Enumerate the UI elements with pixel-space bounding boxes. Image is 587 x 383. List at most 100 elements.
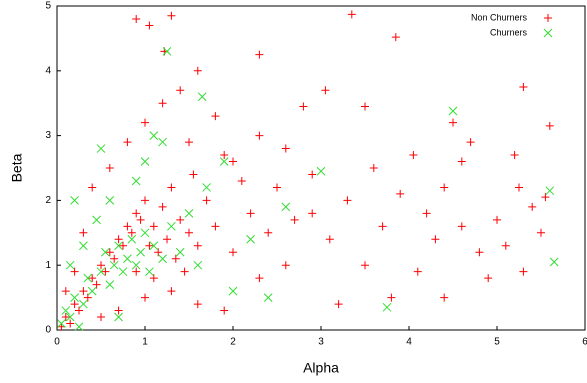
point	[158, 137, 167, 147]
point	[255, 274, 264, 283]
point	[264, 228, 273, 237]
point	[92, 280, 101, 289]
point	[70, 267, 79, 276]
point	[273, 183, 281, 192]
x-tick-label: 2	[230, 337, 236, 348]
point	[75, 306, 83, 315]
point	[545, 121, 554, 130]
point	[158, 254, 167, 264]
point	[83, 293, 92, 302]
legend-label: Non Churners	[471, 12, 528, 22]
point	[145, 241, 154, 250]
x-tick-label: 5	[494, 337, 500, 348]
point	[549, 257, 559, 267]
point	[290, 215, 299, 224]
point	[123, 138, 132, 147]
point	[171, 254, 180, 263]
point	[118, 267, 128, 277]
point	[127, 228, 136, 237]
point	[162, 47, 172, 56]
x-tick-label: 4	[406, 337, 412, 348]
y-tick-label: 5	[45, 1, 51, 12]
point	[361, 102, 369, 111]
point	[96, 144, 106, 153]
point	[211, 222, 220, 231]
point	[185, 138, 193, 147]
point	[193, 260, 203, 270]
point	[158, 202, 167, 211]
point	[299, 102, 308, 111]
point	[167, 221, 176, 231]
point	[382, 302, 392, 312]
point	[101, 267, 110, 276]
legend-label: Churners	[490, 27, 528, 37]
point	[149, 241, 159, 251]
point	[105, 280, 115, 289]
point	[321, 86, 330, 95]
y-tick-label: 4	[45, 65, 51, 76]
point	[528, 202, 537, 211]
x-tick-label: 0	[54, 337, 60, 348]
point	[378, 222, 387, 231]
point	[180, 267, 189, 276]
point	[281, 261, 290, 270]
point	[97, 261, 105, 270]
point	[448, 106, 458, 116]
point	[229, 157, 237, 166]
point	[537, 228, 545, 237]
point	[175, 247, 185, 257]
point	[145, 267, 154, 277]
point	[281, 202, 291, 212]
point	[308, 170, 317, 179]
point	[343, 196, 352, 205]
point	[131, 260, 141, 270]
point	[255, 50, 264, 59]
point	[114, 306, 123, 315]
point	[176, 215, 185, 224]
point	[396, 189, 405, 198]
point	[308, 209, 317, 218]
point	[57, 319, 66, 328]
point	[466, 138, 475, 147]
y-tick-label: 3	[45, 130, 51, 141]
point	[369, 164, 378, 172]
point	[87, 286, 97, 296]
point	[101, 247, 110, 257]
point	[141, 293, 149, 302]
point	[109, 260, 119, 270]
point	[140, 228, 150, 238]
point	[140, 157, 150, 166]
point	[347, 10, 356, 19]
point	[545, 186, 555, 196]
point	[88, 183, 97, 192]
point	[70, 293, 79, 302]
point	[132, 14, 141, 23]
point	[334, 300, 343, 309]
point	[193, 66, 202, 75]
x-tick-label: 3	[318, 337, 324, 348]
point	[123, 222, 132, 231]
point	[79, 287, 88, 296]
point	[61, 313, 70, 322]
point	[65, 260, 75, 270]
point	[193, 300, 202, 309]
point	[413, 267, 422, 276]
point	[70, 196, 79, 205]
point	[114, 241, 123, 251]
point	[220, 306, 229, 315]
point	[136, 215, 145, 224]
point	[449, 118, 457, 127]
point	[105, 248, 114, 257]
point	[409, 151, 418, 160]
point	[493, 215, 501, 224]
x-axis-title: Alpha	[303, 360, 339, 376]
y-tick-label: 2	[45, 195, 51, 206]
point	[158, 99, 167, 108]
point	[167, 287, 176, 296]
point	[361, 261, 369, 270]
y-tick-label: 0	[45, 325, 51, 336]
point	[255, 131, 264, 140]
point	[387, 293, 396, 302]
point	[440, 183, 449, 192]
